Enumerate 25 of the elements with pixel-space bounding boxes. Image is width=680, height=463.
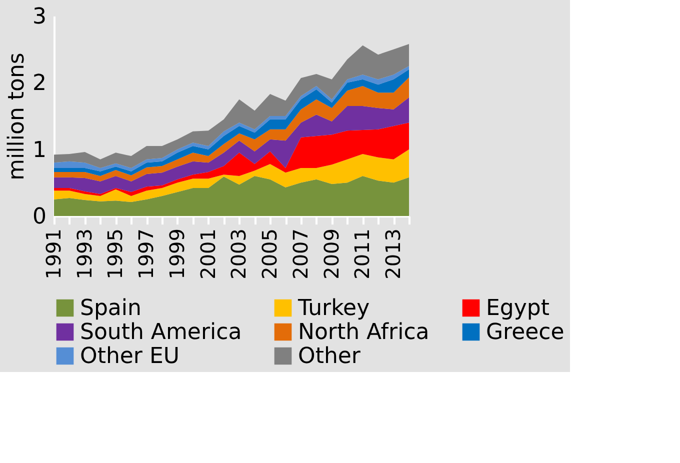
x-tick-label: 1993 [72, 228, 96, 280]
legend-label: Egypt [486, 296, 550, 321]
x-tick-label: 1997 [134, 228, 158, 280]
legend-label: Other [298, 344, 362, 369]
x-tick-label: 1995 [103, 228, 128, 280]
legend-label: Turkey [297, 296, 370, 321]
y-tick-label: 0 [32, 204, 46, 230]
x-tick-label: 2005 [258, 228, 282, 280]
y-tick-label: 3 [32, 4, 46, 30]
legend-label: Other EU [80, 344, 180, 369]
y-tick-label: 2 [32, 71, 46, 96]
legend-label: South America [80, 320, 242, 345]
y-axis-title: million tons [4, 52, 30, 180]
x-tick-label: 2009 [319, 228, 344, 280]
legend-label: North Africa [298, 320, 430, 345]
x-tick-label: 2011 [350, 228, 374, 280]
x-tick-label: 1991 [42, 228, 66, 280]
legend-label: Spain [80, 296, 142, 321]
x-tick-label: 2001 [196, 228, 220, 280]
x-tick-label: 1999 [164, 228, 189, 280]
y-tick-label: 1 [32, 138, 46, 163]
x-tick-label: 2007 [288, 228, 312, 280]
x-tick-label: 2013 [381, 228, 406, 280]
x-tick-label: 2003 [226, 228, 251, 280]
legend-label: Greece [486, 320, 564, 345]
